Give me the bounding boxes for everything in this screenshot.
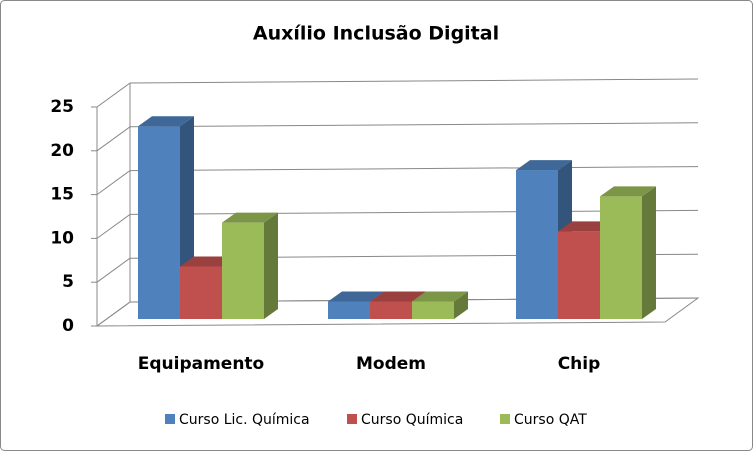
y-tick-label: 5 [62, 272, 74, 292]
legend-swatch [165, 414, 175, 424]
x-tick-label: Chip [558, 354, 601, 374]
y-tick-label: 25 [50, 97, 74, 117]
bar-top [600, 186, 656, 197]
bar-top [516, 160, 572, 171]
grid-line [129, 78, 699, 84]
grid-line [96, 301, 131, 327]
legend-swatch [347, 414, 357, 424]
chart-title: Auxílio Inclusão Digital [253, 23, 499, 45]
y-tick-label: 15 [50, 185, 74, 205]
bar [600, 196, 642, 319]
bar-top [412, 291, 468, 302]
grid-line [129, 122, 699, 128]
bar-side [454, 291, 468, 319]
grid-line [96, 126, 131, 152]
bar-top [370, 291, 426, 302]
grid-line [129, 166, 699, 172]
bar-side [642, 186, 656, 319]
bar [222, 222, 264, 319]
grid-line [96, 170, 131, 196]
bar-top [138, 116, 194, 127]
grid-line [96, 82, 131, 108]
bar [180, 266, 222, 319]
bar [516, 170, 558, 319]
bar [412, 301, 454, 319]
bar-top [222, 212, 278, 223]
bar [328, 301, 370, 319]
grid-line [96, 257, 131, 283]
bar-top [328, 291, 384, 302]
bar [558, 231, 600, 319]
x-tick-label: Equipamento [138, 354, 265, 374]
legend-swatch [500, 414, 510, 424]
bar [370, 301, 412, 319]
legend-label: Curso Química [361, 412, 463, 428]
y-tick-label: 10 [50, 228, 74, 248]
bar-side [264, 212, 278, 319]
y-tick-label: 0 [62, 316, 74, 336]
x-tick-label: Modem [356, 354, 426, 374]
legend-label: Curso QAT [514, 412, 587, 428]
legend-label: Curso Lic. Química [179, 412, 310, 428]
y-tick-label: 20 [50, 141, 74, 161]
bar [138, 126, 180, 319]
grid-line [96, 213, 131, 239]
